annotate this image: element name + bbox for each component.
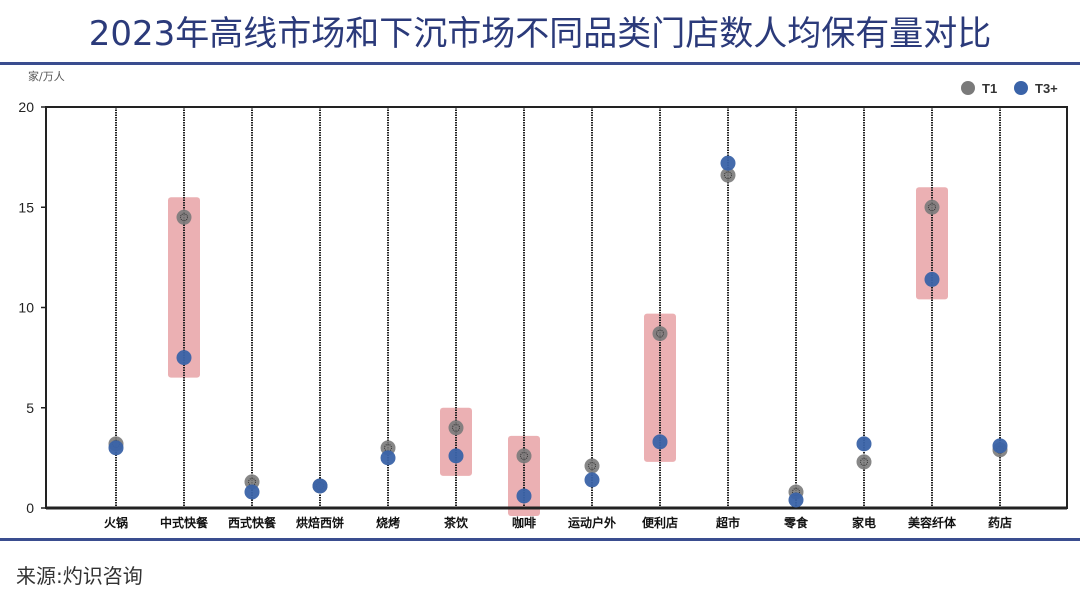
y-tick-label: 5: [26, 400, 34, 416]
x-category-label: 咖啡: [512, 515, 536, 530]
x-category-label: 烧烤: [376, 515, 400, 530]
t1-point-texture: [928, 203, 936, 212]
highlight-box: [440, 407, 472, 476]
t3-point: [584, 472, 600, 488]
t3-point: [992, 438, 1008, 454]
t3-point: [856, 436, 872, 452]
t1-point: [924, 199, 940, 215]
title-divider: [0, 62, 1080, 65]
t3-point: [108, 440, 124, 456]
t1-point: [856, 454, 872, 470]
source-note: 来源:灼识咨询: [16, 564, 143, 588]
y-axis-unit-label: 家/万人: [28, 69, 65, 83]
t3-point: [380, 450, 396, 466]
t1-point-texture: [656, 329, 664, 338]
t3-point: [516, 488, 532, 504]
dot-plot-chart: 家/万人 0 5 10 15 20 火锅 中式快餐 西式快餐 烘焙西饼 烧烤 茶饮 咖啡 运动户外 便利店 超…: [18, 69, 1068, 530]
x-category-label: 西式快餐: [228, 515, 277, 530]
x-category-label: 便利店: [642, 515, 678, 530]
t3-point: [788, 492, 804, 508]
t1-point: [720, 167, 736, 183]
t3-point: [244, 484, 260, 500]
legend-t1-label: T1: [982, 81, 997, 96]
t3-point: [924, 271, 940, 287]
x-category-label: 美容纤体: [908, 515, 957, 530]
x-category-label: 家电: [852, 515, 876, 530]
t1-point-texture: [452, 423, 460, 432]
t1-point-texture: [588, 461, 596, 470]
t1-point-texture: [792, 487, 800, 496]
y-tick-label: 0: [26, 500, 34, 516]
legend-t1-marker: [961, 81, 975, 95]
footer-divider: [0, 538, 1080, 541]
t1-point: [584, 458, 600, 474]
t1-point: [652, 326, 668, 342]
t1-point: [176, 209, 192, 225]
x-category-label: 超市: [715, 515, 740, 530]
y-tick-label: 20: [18, 99, 34, 115]
x-category-label: 零食: [783, 515, 809, 530]
page-title: 2023年高线市场和下沉市场不同品类门店数人均保有量对比: [88, 14, 992, 54]
y-tick-label: 10: [18, 300, 34, 316]
x-category-label: 运动户外: [568, 515, 616, 530]
t1-point-texture: [248, 477, 256, 486]
t1-point-texture: [724, 171, 732, 180]
t1-point-texture: [384, 443, 392, 452]
x-category-label: 中式快餐: [160, 515, 209, 530]
t3-point: [720, 155, 736, 171]
y-tick-label: 15: [18, 199, 34, 215]
t1-point: [448, 420, 464, 436]
t1-point-texture: [180, 213, 188, 222]
legend-t3-label: T3+: [1035, 81, 1058, 96]
t1-point-texture: [860, 457, 868, 466]
t3-point: [652, 434, 668, 450]
t1-point: [516, 448, 532, 464]
legend-t3-marker: [1014, 81, 1028, 95]
x-category-label: 药店: [988, 515, 1012, 530]
x-category-label: 烘焙西饼: [296, 515, 344, 530]
t3-point: [312, 478, 328, 494]
t3-point: [448, 448, 464, 464]
t1-point-texture: [520, 451, 528, 460]
t3-point: [176, 350, 192, 366]
x-category-label: 火锅: [104, 515, 128, 530]
x-category-label: 茶饮: [443, 515, 469, 530]
